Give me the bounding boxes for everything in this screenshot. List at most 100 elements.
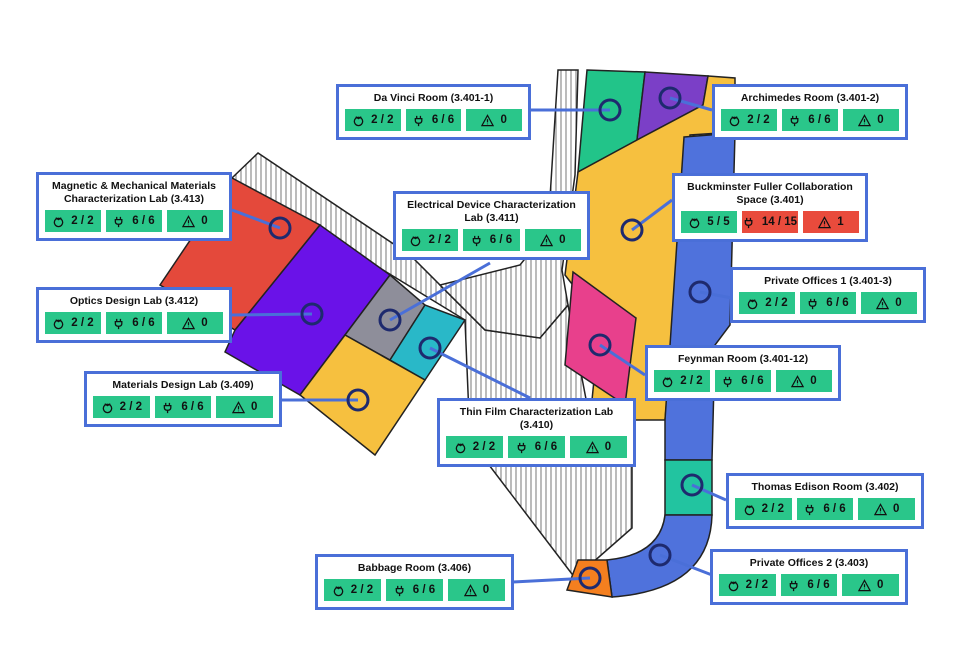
leader-buckminster [631,198,673,232]
plug-icon [808,298,817,309]
alert-count-badge: 0 [216,396,274,418]
plug-count-badge: 6 / 6 [780,574,838,596]
room-title: Feynman Room (3.401-12) [677,353,809,365]
marker-private2[interactable] [648,543,672,567]
alert-count-badge: 0 [843,109,899,131]
alert-count-badge: 1 [803,211,859,233]
marker-optics[interactable] [300,302,324,326]
device-count-badge: 2 / 2 [446,436,503,458]
plug-count: 6 / 6 [181,401,204,413]
alert-count-badge: 0 [167,210,223,232]
marker-thinfilm[interactable] [418,336,442,360]
alert-count: 0 [876,579,884,591]
raspberry-pi-icon [353,115,364,126]
plug-count: 6 / 6 [823,503,846,515]
room-card-edison[interactable]: Thomas Edison Room (3.402) 2 / 2 6 / 6 0 [726,473,924,529]
marker-babbage[interactable] [578,566,602,590]
plug-count-badge: 6 / 6 [796,498,854,520]
warning-icon [818,215,832,228]
room-title: Buckminster Fuller Collaboration Space (… [687,181,853,206]
alert-count-badge: 0 [448,579,505,601]
plug-count-badge: 6 / 6 [386,579,443,601]
room-card-private1[interactable]: Private Offices 1 (3.401-3) 2 / 2 6 / 6 … [730,267,926,323]
room-card-davinci[interactable]: Da Vinci Room (3.401-1) 2 / 2 6 / 6 0 [336,84,531,140]
alert-count-badge: 0 [861,292,917,314]
marker-davinci[interactable] [598,98,622,122]
plug-count-badge: 6 / 6 [154,396,212,418]
raspberry-pi-icon [455,442,466,453]
room-card-materials[interactable]: Materials Design Lab (3.409) 2 / 2 6 / 6… [84,371,282,427]
device-count: 2 / 2 [119,401,143,413]
room-title: Thin Film Characterization Lab (3.410) [459,406,614,431]
room-title: Archimedes Room (3.401-2) [740,92,880,104]
marker-materials[interactable] [346,388,370,412]
device-count: 2 / 2 [428,234,451,246]
plug-icon [517,442,526,453]
room-card-archimedes[interactable]: Archimedes Room (3.401-2) 2 / 2 6 / 6 0 [712,84,908,140]
alert-count-badge: 0 [858,498,916,520]
plug-count: 6 / 6 [431,114,455,126]
alert-count: 0 [892,503,900,515]
plug-count: 6 / 6 [741,375,764,387]
room-materials[interactable] [298,334,427,457]
room-title: Private Offices 1 (3.401-3) [764,275,892,287]
room-card-electrical[interactable]: Electrical Device Characterization Lab (… [393,191,590,260]
room-title: Da Vinci Room (3.401-1) [373,92,494,104]
raspberry-pi-icon [53,318,64,329]
marker-feynman[interactable] [588,333,612,357]
alert-count: 1 [837,216,844,228]
plug-icon [790,115,799,126]
marker-electrical[interactable] [378,308,402,332]
raspberry-pi-icon [744,504,754,515]
leader-babbage [512,576,591,584]
alert-count: 0 [482,584,490,596]
leader-archimedes [669,96,713,112]
device-count-badge: 2 / 2 [721,109,777,131]
raspberry-pi-icon [729,115,740,126]
device-count: 2 / 2 [747,114,770,126]
warning-icon [876,296,890,309]
raspberry-pi-icon [53,216,64,227]
warning-icon [791,374,805,387]
room-private2[interactable] [606,514,713,598]
room-card-feynman[interactable]: Feynman Room (3.401-12) 2 / 2 6 / 6 0 [645,345,841,401]
plug-icon [414,115,423,126]
room-card-thinfilm[interactable]: Thin Film Characterization Lab (3.410) 2… [437,398,636,467]
room-card-optics[interactable]: Optics Design Lab (3.412) 2 / 2 6 / 6 0 [36,287,232,343]
plug-icon [114,216,123,227]
alert-count-badge: 0 [570,436,627,458]
plug-count: 6 / 6 [826,297,849,309]
plug-icon [163,402,172,413]
device-count-badge: 2 / 2 [654,370,710,392]
marker-archimedes[interactable] [658,86,682,110]
device-count-badge: 2 / 2 [719,574,776,596]
device-count-badge: 2 / 2 [402,229,459,251]
warning-icon [540,233,554,246]
marker-buckminster[interactable] [620,218,644,242]
marker-edison[interactable] [680,473,704,497]
alert-count-badge: 0 [167,312,223,334]
room-title: Babbage Room (3.406) [357,562,472,574]
room-card-buckminster[interactable]: Buckminster Fuller Collaboration Space (… [672,173,868,242]
room-card-magnetic[interactable]: Magnetic & Mechanical Materials Characte… [36,172,232,241]
room-card-babbage[interactable]: Babbage Room (3.406) 2 / 2 6 / 6 0 [315,554,514,610]
plug-icon [744,217,753,228]
alert-count: 0 [604,441,612,453]
plug-icon [395,585,404,596]
room-edison[interactable] [664,459,713,516]
device-count-badge: 2 / 2 [45,210,101,232]
alert-count-badge: 0 [776,370,832,392]
marker-magnetic[interactable] [268,216,292,240]
warning-icon [481,113,495,126]
warning-icon [858,113,872,126]
plug-count-badge: 6 / 6 [106,210,162,232]
plug-count-badge: 6 / 6 [106,312,162,334]
plug-count: 6 / 6 [132,215,155,227]
device-count: 2 / 2 [71,215,94,227]
alert-count: 0 [201,215,208,227]
room-card-private2[interactable]: Private Offices 2 (3.403) 2 / 2 6 / 6 0 [710,549,908,605]
marker-private1[interactable] [688,280,712,304]
alert-count: 0 [559,234,566,246]
alert-count-badge: 0 [524,229,581,251]
plug-count-badge: 6 / 6 [463,229,520,251]
